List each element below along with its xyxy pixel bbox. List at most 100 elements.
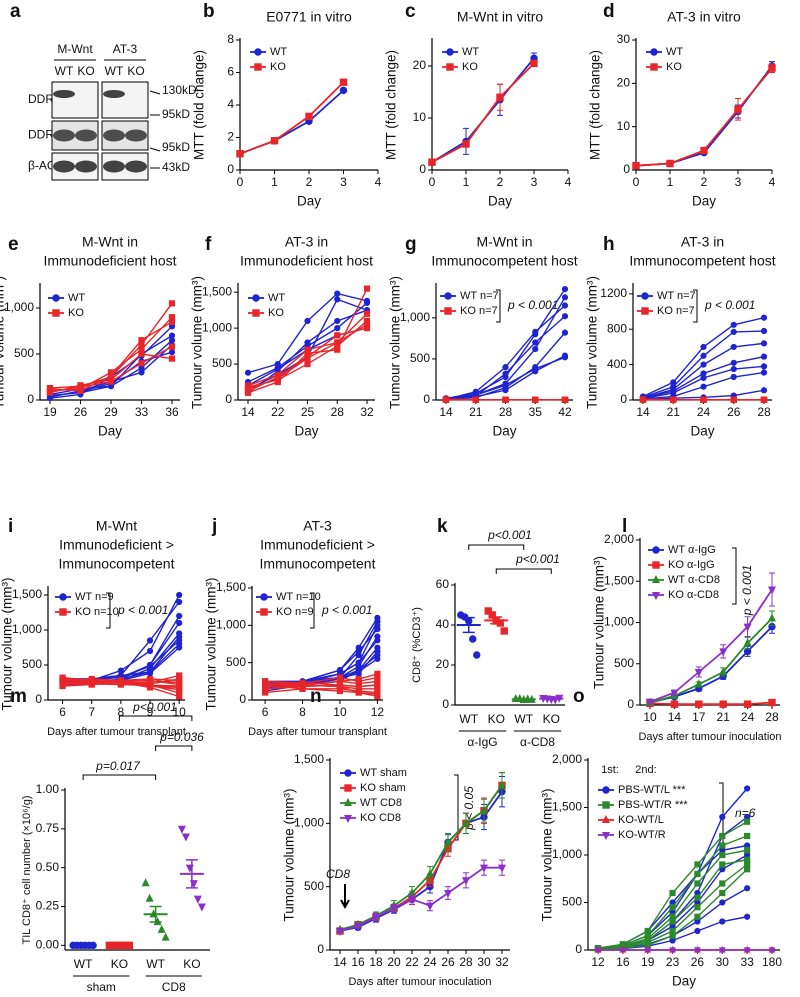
y-tick-label: 10	[617, 119, 631, 133]
marker	[719, 861, 726, 868]
marker	[734, 105, 742, 114]
series-line	[239, 89, 345, 155]
marker	[334, 325, 341, 332]
y-tick-label: 0	[419, 162, 426, 176]
marker	[767, 586, 777, 595]
band	[125, 129, 147, 142]
marker	[743, 623, 752, 632]
x-tick-label: 29	[104, 405, 118, 419]
marker	[700, 352, 707, 359]
y-tick-label: 500	[226, 655, 246, 669]
marker	[262, 680, 269, 687]
x-tick-label: 14	[241, 405, 255, 419]
marker	[462, 140, 470, 148]
marker	[274, 364, 281, 371]
panel-title: AT-3	[303, 518, 332, 534]
x-tick-label: 30	[477, 955, 491, 969]
x-tick-label: 35	[529, 405, 543, 419]
marker	[484, 607, 492, 615]
marker	[641, 292, 649, 300]
panel-letter: k	[437, 516, 448, 537]
marker	[161, 932, 170, 941]
marker	[304, 353, 311, 360]
marker	[59, 593, 67, 601]
marker	[181, 833, 190, 842]
x-axis-label: Days after tumour transplant	[47, 726, 186, 738]
x-tick-label: 26	[74, 405, 88, 419]
marker	[336, 687, 344, 695]
legend-label: WT n=9	[75, 591, 114, 603]
marker	[363, 317, 371, 325]
marker	[168, 318, 176, 325]
marker	[168, 300, 176, 307]
marker	[768, 947, 776, 955]
marker	[117, 681, 124, 688]
marker	[532, 328, 539, 335]
series-line	[339, 791, 503, 932]
panel-title: Immunodeficient host	[240, 253, 373, 269]
marker	[176, 693, 183, 700]
x-tick-label: 24	[423, 955, 437, 969]
x-tick-label: 10	[333, 705, 347, 719]
y-tick-label: 0	[627, 697, 634, 711]
x-tick-label: 16	[616, 955, 630, 969]
marker	[138, 369, 145, 376]
annotation: CD8	[326, 867, 350, 881]
marker	[145, 893, 154, 902]
marker	[718, 947, 726, 955]
marker	[760, 327, 768, 335]
annotation: p<0.001	[515, 552, 560, 566]
panel-letter: o	[573, 686, 585, 707]
bracket	[468, 544, 525, 550]
y-tick-label: 0	[225, 392, 232, 406]
marker	[645, 698, 655, 707]
marker	[694, 913, 701, 920]
x-axis-label: Day	[672, 974, 696, 989]
marker	[561, 329, 569, 336]
marker	[670, 396, 677, 403]
y-tick-label: 0	[239, 692, 246, 706]
x-axis-label: Day	[692, 194, 716, 209]
x-tick-label: WT	[459, 712, 478, 726]
marker	[719, 842, 726, 849]
y-tick-label: 1,000	[552, 847, 582, 861]
band	[75, 160, 97, 173]
marker	[760, 369, 768, 376]
marker	[46, 395, 54, 402]
marker	[532, 345, 539, 353]
group-label: sham	[87, 980, 116, 994]
group-label: AT-3	[113, 42, 138, 56]
bracket	[155, 745, 193, 751]
marker	[502, 364, 509, 371]
marker	[176, 591, 183, 599]
panel-title: Immunocompetent	[260, 556, 376, 572]
series-line	[339, 866, 502, 932]
marker	[694, 861, 701, 868]
marker	[730, 396, 737, 403]
marker	[669, 932, 676, 939]
annotation: n=6	[735, 806, 756, 820]
marker	[252, 294, 260, 302]
marker	[744, 847, 751, 854]
x-tick-label: 21	[469, 405, 483, 419]
marker	[760, 340, 768, 347]
marker	[694, 679, 703, 688]
legend-label: KO CD8	[360, 812, 401, 824]
error-bar	[545, 697, 558, 700]
marker	[760, 396, 768, 403]
marker	[176, 598, 183, 606]
marker	[601, 815, 611, 824]
marker	[252, 309, 260, 317]
y-axis-label: Tumour volume (mm³)	[0, 577, 15, 710]
marker	[407, 896, 417, 905]
y-tick-label: 60	[436, 577, 450, 591]
legend-label: WT	[68, 292, 85, 304]
annotation: p < 0.001	[704, 298, 755, 312]
x-tick-label: 2	[701, 175, 708, 189]
legend-label: KO	[268, 307, 284, 319]
panel-title: Immunocompetent host	[629, 253, 775, 269]
x-tick-label: 28	[331, 405, 345, 419]
y-axis-label: Tumour volume (mm³)	[540, 788, 555, 921]
y-tick-label: 0	[623, 162, 630, 176]
y-tick-label: 500	[410, 351, 430, 365]
